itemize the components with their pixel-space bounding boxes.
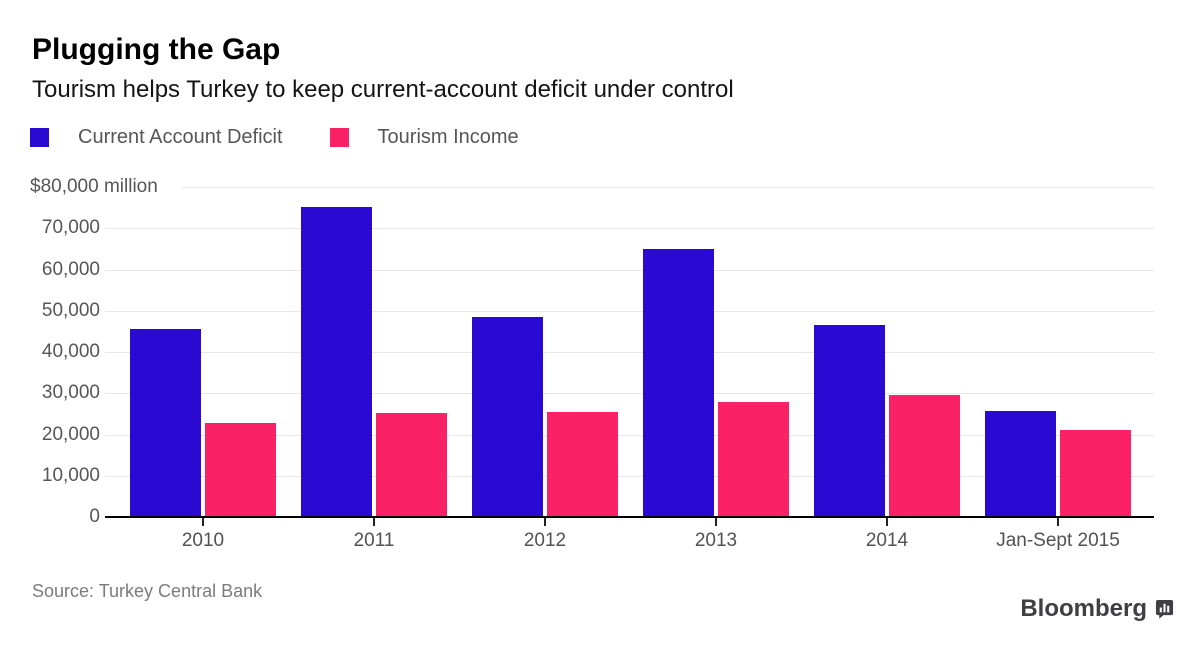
x-axis-cell-2013: 2013 [643,518,789,552]
x-axis-cell-2014: 2014 [814,518,960,552]
legend-label: Tourism Income [377,126,519,148]
gridline-40000 [105,352,1154,353]
gridline-10000 [105,475,1154,477]
x-axis-baseline [105,516,1154,518]
bar-current-account-deficit-2012 [472,317,543,517]
y-tick-label-60000: 60,000 [41,258,100,280]
bar-group-Jan-Sept 2015 [985,411,1131,517]
gridline-30000 [105,393,1154,395]
gridline-50000 [105,310,1154,312]
gridline-60000 [105,269,1154,271]
bar-group-2010 [130,329,276,517]
gridline-70000 [105,228,1154,230]
legend-label: Current Account Deficit [78,126,283,148]
bar-group-2014 [814,325,960,517]
y-tick-label-0: 0 [89,506,100,527]
legend-swatch-blue [30,128,49,147]
x-axis-cell-2012: 2012 [472,518,618,552]
y-tick-label-10000: 10,000 [41,464,100,486]
y-axis-labels: 0 10,000 20,000 30,000 40,000 50,000 60,000 70,… [0,187,100,527]
y-tick-label-30000: 30,000 [41,382,100,404]
plot-area [105,187,1154,518]
x-tick-label: 2012 [523,530,567,551]
bloomberg-chart-bubble-icon [1155,599,1174,619]
x-tick-label: 2011 [353,530,395,551]
bar-current-account-deficit-2013 [643,249,714,517]
bloomberg-wordmark: Bloomberg [1020,595,1147,622]
bar-group-2013 [643,249,789,517]
x-axis-cell-2011: 2011 [301,518,447,552]
x-tick-label: Jan-Sept 2015 [996,530,1120,551]
bar-tourism-income-2010 [205,423,276,517]
x-axis-cell-jan-sept-2015: Jan-Sept 2015 [985,518,1131,552]
chart-legend: Current Account Deficit Tourism Income [30,126,519,149]
bar-tourism-income-2012 [547,412,618,517]
page-title: Plugging the Gap [32,33,281,66]
x-tick-mark [202,518,204,526]
x-tick-mark [373,518,375,526]
bar-current-account-deficit-2010 [130,329,201,517]
y-axis-unit-label: $80,000 million [30,176,158,197]
x-tick-mark [886,518,888,526]
source-attribution: Source: Turkey Central Bank [32,581,263,601]
x-tick-label: 2014 [865,530,909,551]
bar-series-container [105,187,1154,517]
legend-item-current-account-deficit: Current Account Deficit [30,126,283,149]
x-axis-labels: 2010 2011 2012 2013 2014 Jan-Sept 2015 [105,518,1154,552]
x-tick-mark [1057,518,1059,526]
x-tick-label: 2010 [181,530,225,551]
gridline-80000 [182,187,1154,188]
x-tick-mark [715,518,717,526]
legend-swatch-pink [329,128,349,147]
bar-tourism-income-2013 [718,402,789,517]
legend-item-tourism-income: Tourism Income [329,126,519,149]
x-tick-mark [544,518,546,526]
x-axis-cell-2010: 2010 [130,518,276,552]
bloomberg-logo: Bloomberg [1020,596,1174,622]
x-tick-label: 2013 [694,530,738,551]
bar-current-account-deficit-2014 [814,325,885,517]
bar-tourism-income-jan-sept-2015 [1060,430,1131,517]
bar-group-2011 [301,207,447,517]
y-tick-label-50000: 50,000 [41,299,100,321]
y-tick-label-70000: 70,000 [41,217,100,239]
y-tick-label-20000: 20,000 [41,423,100,445]
y-tick-label-40000: 40,000 [41,341,100,362]
bar-group-2012 [472,317,618,517]
bar-tourism-income-2011 [376,413,447,517]
bar-tourism-income-2014 [889,395,960,517]
chart-subtitle: Tourism helps Turkey to keep current-acc… [32,76,734,103]
bar-current-account-deficit-2011 [301,207,372,517]
gridline-20000 [105,434,1154,436]
bar-current-account-deficit-jan-sept-2015 [985,411,1056,517]
